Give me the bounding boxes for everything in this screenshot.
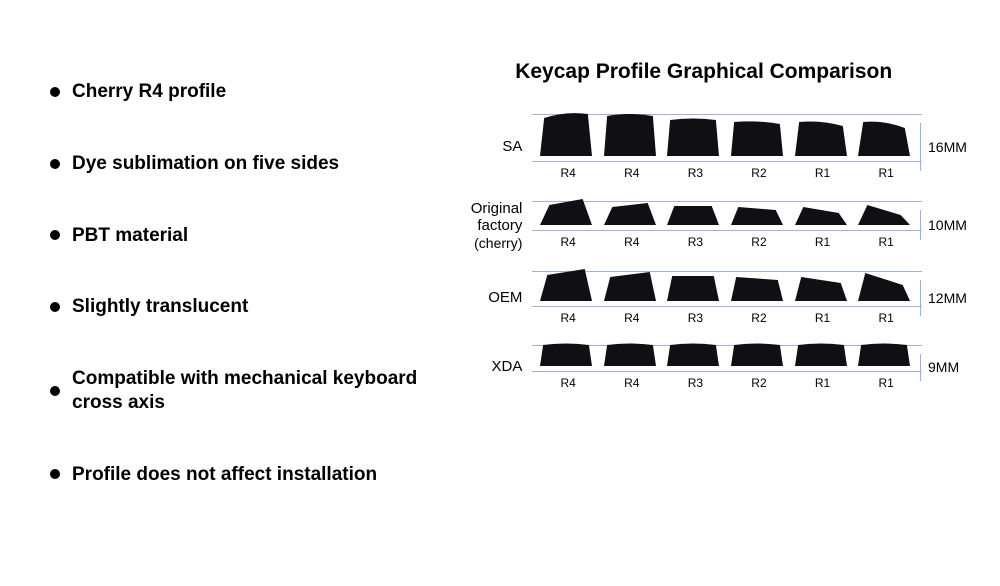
row-label: R4	[604, 311, 660, 325]
row-label: R4	[604, 376, 660, 390]
row-labels: R4 R4 R3 R2 R1 R1	[532, 376, 922, 390]
bullet-item: Profile does not affect installation	[50, 463, 437, 487]
keycap-shape	[795, 275, 851, 306]
height-label: 9MM	[922, 354, 970, 381]
row-label: R4	[540, 166, 596, 180]
keycap-shape	[604, 269, 660, 306]
keycap-shape	[858, 339, 914, 371]
row-label: R1	[858, 311, 914, 325]
keycap-shape	[795, 205, 851, 230]
keycap-shape	[667, 339, 723, 371]
caps-area	[532, 114, 922, 162]
caps-area	[532, 345, 922, 372]
profile-label: XDA	[437, 358, 532, 375]
profiles-container: SA R4 R4 R3 R2 R1 R1 16MM Original factory(cherr…	[437, 114, 970, 390]
keycap-shape	[604, 199, 660, 230]
keycap-shape	[667, 114, 723, 161]
profile-label: SA	[437, 138, 532, 155]
profile-row: OEM R4 R4 R3 R2 R1 R1 12MM	[437, 271, 970, 325]
profile-graph: R4 R4 R3 R2 R1 R1	[532, 345, 922, 390]
row-label: R3	[667, 166, 723, 180]
profile-graph: R4 R4 R3 R2 R1 R1	[532, 271, 922, 325]
row-label: R4	[604, 166, 660, 180]
profile-label: Original factory(cherry)	[437, 200, 532, 251]
keycap-shape	[731, 205, 787, 230]
row-label: R4	[540, 376, 596, 390]
row-label: R4	[540, 311, 596, 325]
keycap-shape	[858, 116, 914, 161]
profile-sublabel: (cherry)	[437, 235, 522, 251]
profile-label: OEM	[437, 289, 532, 306]
row-label: R2	[731, 376, 787, 390]
row-label: R4	[540, 235, 596, 249]
row-labels: R4 R4 R3 R2 R1 R1	[532, 311, 922, 325]
comparison-title: Keycap Profile Graphical Comparison	[437, 60, 970, 84]
bullet-item: PBT material	[50, 224, 437, 248]
keycap-shape	[731, 275, 787, 306]
row-labels: R4 R4 R3 R2 R1 R1	[532, 235, 922, 249]
row-label: R1	[858, 235, 914, 249]
keycap-shape	[795, 339, 851, 371]
profile-graph: R4 R4 R3 R2 R1 R1	[532, 114, 922, 180]
row-label: R3	[667, 235, 723, 249]
row-label: R1	[858, 376, 914, 390]
keycap-shape	[667, 273, 723, 306]
row-label: R3	[667, 376, 723, 390]
keycap-shape	[667, 203, 723, 230]
keycap-shape	[858, 203, 914, 230]
bullet-text: Cherry R4 profile	[72, 80, 226, 104]
profile-row: XDA R4 R4 R3 R2 R1 R1 9MM	[437, 345, 970, 390]
bullet-item: Cherry R4 profile	[50, 80, 437, 104]
height-label: 16MM	[922, 123, 970, 171]
keycap-shape	[604, 110, 660, 161]
keycap-shape	[604, 339, 660, 371]
bullet-text: Compatible with mechanical keyboard cros…	[72, 367, 437, 415]
caps-area	[532, 271, 922, 307]
keycap-shape	[540, 195, 596, 230]
height-label: 10MM	[922, 210, 970, 240]
row-label: R1	[858, 166, 914, 180]
bullet-item: Dye sublimation on five sides	[50, 152, 437, 176]
keycap-shape	[731, 116, 787, 161]
row-label: R1	[795, 311, 851, 325]
bullet-item: Compatible with mechanical keyboard cros…	[50, 367, 437, 415]
comparison-panel: Keycap Profile Graphical Comparison SAR4…	[437, 60, 970, 556]
keycap-shape	[731, 339, 787, 371]
row-label: R2	[731, 166, 787, 180]
height-label: 12MM	[922, 280, 970, 316]
bullet-icon	[50, 159, 60, 169]
bullet-icon	[50, 469, 60, 479]
row-label: R1	[795, 166, 851, 180]
bullet-icon	[50, 386, 60, 396]
keycap-shape	[540, 265, 596, 306]
profile-row: SA R4 R4 R3 R2 R1 R1 16MM	[437, 114, 970, 180]
profile-graph: R4 R4 R3 R2 R1 R1	[532, 201, 922, 249]
row-label: R1	[795, 235, 851, 249]
row-label: R2	[731, 235, 787, 249]
keycap-shape	[858, 271, 914, 306]
bullet-text: PBT material	[72, 224, 188, 248]
keycap-shape	[795, 116, 851, 161]
caps-area	[532, 201, 922, 231]
keycap-shape	[540, 339, 596, 371]
profile-row: Original factory(cherry) R4 R4 R3 R2 R1 R1 10MM	[437, 200, 970, 251]
row-label: R3	[667, 311, 723, 325]
feature-list: Cherry R4 profile Dye sublimation on fiv…	[30, 60, 437, 556]
bullet-text: Slightly translucent	[72, 295, 248, 319]
bullet-icon	[50, 230, 60, 240]
bullet-icon	[50, 87, 60, 97]
row-labels: R4 R4 R3 R2 R1 R1	[532, 166, 922, 180]
keycap-shape	[540, 108, 596, 161]
bullet-item: Slightly translucent	[50, 295, 437, 319]
row-label: R4	[604, 235, 660, 249]
bullet-icon	[50, 302, 60, 312]
row-label: R1	[795, 376, 851, 390]
bullet-text: Profile does not affect installation	[72, 463, 377, 487]
row-label: R2	[731, 311, 787, 325]
bullet-text: Dye sublimation on five sides	[72, 152, 339, 176]
